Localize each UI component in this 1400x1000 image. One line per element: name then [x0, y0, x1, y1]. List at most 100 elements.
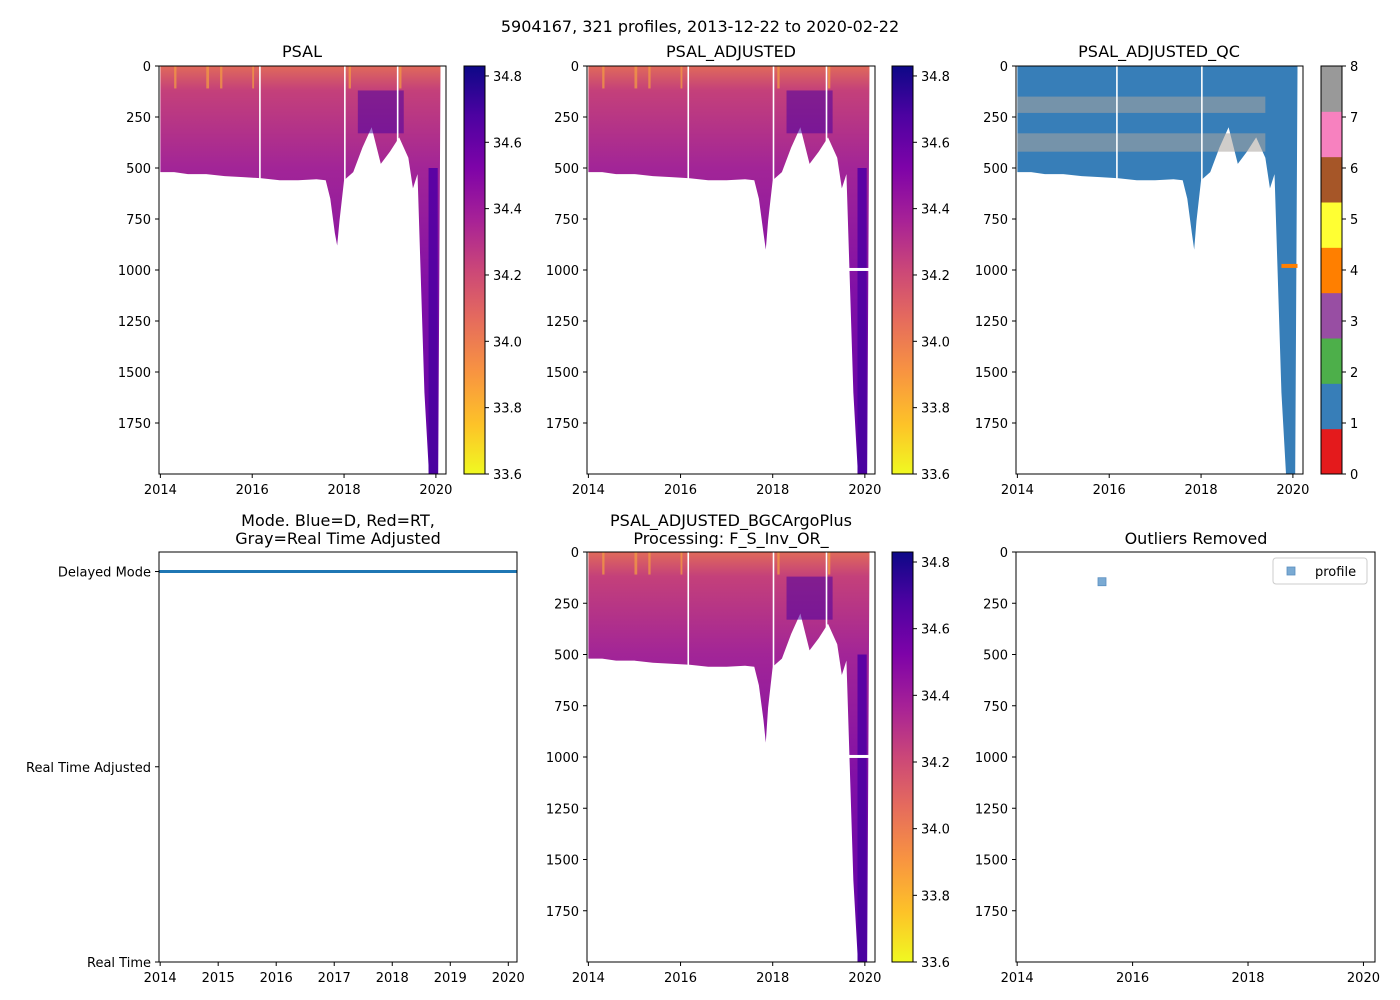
fresh-surface-streak	[680, 552, 683, 575]
x-tick-label: 2014	[144, 483, 177, 498]
x-tick-label: 2020	[492, 971, 525, 986]
y-tick-label: 1750	[975, 905, 1008, 920]
x-tick-label: 2014	[572, 483, 605, 498]
y-tick-label: 500	[554, 162, 579, 177]
x-tick-label: 2014	[144, 971, 177, 986]
colorbar-segment	[1321, 383, 1342, 430]
y-tick-label: Real Time	[87, 956, 151, 971]
heatmap-psal_adjusted_qc	[1017, 65, 1346, 475]
colorbar-tick-label: 1	[1350, 417, 1358, 432]
panel-psal-adjusted-qc: PSAL_ADJUSTED_QC	[1078, 42, 1240, 62]
colorbar-segment	[1321, 66, 1342, 112]
data-gap	[344, 66, 346, 181]
colorbar-segment	[1321, 428, 1342, 475]
colorbar-tick-label: 34.8	[921, 556, 950, 571]
colorbar-tick-label: 34.4	[493, 203, 522, 218]
x-tick-label: 2017	[318, 971, 351, 986]
fresh-surface-streak	[602, 552, 605, 575]
panel-title: PSAL_ADJUSTED	[666, 42, 796, 62]
panel-outliers: Outliers Removed	[1125, 529, 1268, 548]
fresh-surface-streak	[174, 66, 177, 89]
colorbar-tick-label: 34.6	[493, 136, 522, 151]
y-tick-label: 1000	[546, 751, 579, 766]
fresh-surface-streak	[648, 552, 651, 575]
axes-mode	[155, 551, 518, 966]
y-tick-label: 1000	[118, 264, 151, 279]
y-tick-label: 750	[554, 700, 579, 715]
colorbar-segment	[1321, 202, 1342, 248]
colorbar-tick-label: 33.8	[921, 402, 950, 417]
figure-suptitle: 5904167, 321 profiles, 2013-12-22 to 202…	[501, 17, 899, 36]
y-tick-label: 250	[554, 111, 579, 126]
data-field	[1017, 66, 1298, 474]
panel-title-line-1: PSAL_ADJUSTED_BGCArgoPlus	[610, 511, 852, 531]
panel-title: Outliers Removed	[1125, 529, 1268, 548]
x-tick-label: 2016	[236, 483, 269, 498]
qc-flag-band	[1017, 133, 1266, 152]
x-tick-label: 2016	[260, 971, 293, 986]
colorbar-tick-label: 2	[1350, 366, 1358, 381]
panel-psal-adjusted: PSAL_ADJUSTED	[666, 42, 796, 62]
panel-title: PSAL	[282, 42, 322, 61]
colorbar-tick-label: 6	[1350, 162, 1358, 177]
y-tick-label: 500	[983, 162, 1008, 177]
data-gap	[825, 552, 828, 667]
x-tick-label: 2018	[756, 971, 789, 986]
heatmap-psal	[160, 65, 489, 475]
y-tick-label: 1750	[975, 417, 1008, 432]
y-tick-label: 1250	[975, 802, 1008, 817]
y-tick-label: 250	[983, 597, 1008, 612]
x-tick-label: 2018	[1185, 483, 1218, 498]
heatmap-psal_adjusted	[588, 65, 917, 475]
colorbar-tick-label: 34.2	[921, 756, 950, 771]
fresh-surface-streak	[634, 552, 638, 575]
colorbar-segment	[1321, 292, 1342, 339]
x-tick-label: 2018	[376, 971, 409, 986]
colorbar-segment	[1321, 338, 1342, 384]
y-tick-label: 1500	[975, 854, 1008, 869]
colorbar-tick-label: 34.0	[493, 335, 522, 350]
data-gap	[772, 66, 775, 181]
outlier-point	[1097, 577, 1107, 587]
data-gap	[259, 66, 261, 181]
salty-patch	[357, 90, 404, 134]
colorbar-tick-label: 34.8	[493, 70, 522, 85]
heatmap-psal_bgc	[588, 551, 917, 963]
data-gap	[825, 66, 828, 181]
data-field	[160, 66, 441, 474]
y-tick-label: 500	[983, 649, 1008, 664]
fresh-surface-streak	[348, 66, 351, 89]
y-tick-label: 0	[143, 60, 151, 75]
y-tick-label: 1750	[118, 417, 151, 432]
fresh-surface-streak	[827, 66, 831, 89]
data-gap	[772, 552, 775, 667]
panel-psal: PSAL	[282, 42, 322, 61]
y-tick-label: 1500	[546, 366, 579, 381]
x-tick-label: 2016	[664, 971, 697, 986]
y-tick-label: 750	[983, 213, 1008, 228]
salty-patch	[786, 90, 833, 134]
x-tick-label: 2020	[1347, 971, 1380, 986]
qc-flag-4-band	[1281, 263, 1298, 268]
colorbar	[891, 65, 914, 475]
colorbar-tick-label: 34.0	[921, 335, 950, 350]
colorbar-tick-label: 7	[1350, 111, 1358, 126]
colorbar-tick-label: 34.6	[921, 623, 950, 638]
x-tick-label: 2016	[1093, 483, 1126, 498]
axes-outliers	[1012, 551, 1376, 966]
colorbar-tick-label: 33.6	[921, 956, 950, 971]
y-tick-label: Delayed Mode	[58, 566, 151, 581]
y-tick-label: 1250	[118, 315, 151, 330]
x-tick-label: 2020	[1276, 483, 1309, 498]
removed-level-band	[846, 267, 870, 271]
legend-marker	[1286, 566, 1296, 576]
y-tick-label: 0	[1000, 546, 1008, 561]
axes-psal_bgc	[583, 551, 876, 966]
x-tick-label: 2020	[419, 483, 452, 498]
qc-flag-band	[1017, 96, 1266, 113]
colorbar	[463, 65, 486, 475]
y-tick-label: 500	[126, 162, 151, 177]
colorbar-tick-label: 33.6	[493, 468, 522, 483]
x-tick-label: 2020	[848, 483, 881, 498]
